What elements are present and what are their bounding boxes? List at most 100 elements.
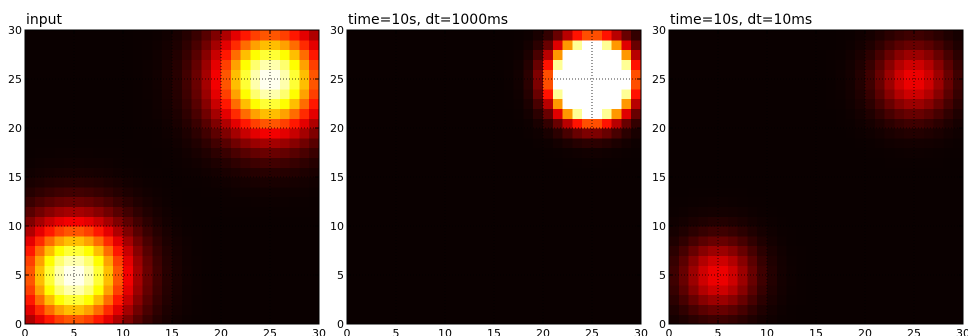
heatmap-cell bbox=[933, 177, 944, 188]
heatmap-cell bbox=[708, 304, 719, 315]
heatmap-cell bbox=[221, 49, 232, 60]
heatmap-cell bbox=[464, 128, 475, 139]
heatmap-cell bbox=[211, 30, 222, 41]
heatmap-cells bbox=[347, 30, 642, 325]
heatmap-cell bbox=[562, 118, 573, 129]
heatmap-cell bbox=[113, 69, 124, 80]
heatmap-cell bbox=[113, 88, 124, 100]
heatmap-cell bbox=[796, 137, 807, 149]
heatmap-cell bbox=[83, 128, 95, 139]
heatmap-cell bbox=[562, 59, 573, 70]
heatmap-cell bbox=[445, 196, 456, 207]
heatmap-cell bbox=[270, 265, 281, 276]
heatmap-cell bbox=[366, 226, 377, 237]
heatmap-cell bbox=[425, 137, 436, 149]
heatmap-cell bbox=[747, 79, 758, 90]
heatmap-cell bbox=[270, 118, 281, 129]
heatmap-cell bbox=[933, 265, 944, 276]
heatmap-cell bbox=[592, 216, 603, 227]
heatmap-cell bbox=[44, 157, 55, 168]
heatmap-cell bbox=[894, 216, 905, 227]
heatmap-cell bbox=[894, 59, 905, 70]
heatmap-cell bbox=[250, 284, 261, 296]
heatmap-cell bbox=[727, 128, 739, 139]
heatmap-cell bbox=[572, 265, 583, 276]
heatmap-cell bbox=[718, 314, 729, 325]
heatmap-cell bbox=[142, 216, 153, 227]
heatmap-cell bbox=[54, 128, 65, 139]
heatmap-cell bbox=[289, 294, 300, 305]
heatmap-cell bbox=[923, 255, 935, 266]
heatmap-cell bbox=[533, 314, 544, 325]
heatmap-cell bbox=[201, 294, 212, 305]
heatmap-cell bbox=[874, 177, 886, 188]
heatmap-cell bbox=[152, 284, 163, 296]
heatmap-cell bbox=[698, 167, 709, 178]
heatmap-cell bbox=[289, 128, 300, 139]
heatmap-cell bbox=[611, 98, 622, 109]
heatmap-cell bbox=[74, 177, 85, 188]
heatmap-cell bbox=[776, 167, 788, 178]
heatmap-cell bbox=[669, 137, 680, 149]
heatmap-cell bbox=[103, 98, 114, 109]
heatmap-cell bbox=[611, 88, 622, 100]
heatmap-cell bbox=[737, 245, 748, 256]
heatmap-cell bbox=[894, 79, 905, 90]
heatmap-cell bbox=[103, 88, 114, 100]
heatmap-cell bbox=[825, 245, 837, 256]
heatmap-cell bbox=[309, 265, 320, 276]
heatmap-cell bbox=[747, 177, 758, 188]
heatmap-cell bbox=[299, 196, 310, 207]
heatmap-cell bbox=[474, 39, 485, 51]
heatmap-cell bbox=[767, 284, 778, 296]
heatmap-cell bbox=[796, 88, 807, 100]
heatmap-cell bbox=[44, 128, 55, 139]
heatmap-cell bbox=[601, 216, 613, 227]
heatmap-cell bbox=[376, 294, 387, 305]
heatmap-cell bbox=[796, 245, 807, 256]
heatmap-cell bbox=[737, 177, 748, 188]
heatmap-cell bbox=[914, 186, 925, 198]
heatmap-cell bbox=[123, 157, 134, 168]
heatmap-cell bbox=[425, 314, 436, 325]
heatmap-cell bbox=[366, 265, 377, 276]
heatmap-cell bbox=[474, 226, 485, 237]
heatmap-cell bbox=[464, 88, 475, 100]
heatmap-cell bbox=[631, 49, 642, 60]
heatmap-cell bbox=[494, 265, 505, 276]
heatmap-cell bbox=[132, 304, 144, 315]
heatmap-cell bbox=[270, 108, 281, 119]
heatmap-cell bbox=[230, 314, 242, 325]
heatmap-cell bbox=[914, 255, 925, 266]
heatmap-cell bbox=[484, 49, 495, 60]
heatmap-cell bbox=[796, 147, 807, 158]
heatmap-cell bbox=[162, 275, 173, 286]
heatmap-cell bbox=[678, 245, 690, 256]
heatmap-cell bbox=[855, 284, 866, 296]
heatmap-cell bbox=[572, 79, 583, 90]
heatmap-cell bbox=[708, 79, 719, 90]
heatmap-cell bbox=[953, 137, 964, 149]
heatmap-cell bbox=[415, 49, 426, 60]
heatmap-cell bbox=[123, 255, 134, 266]
heatmap-cell bbox=[54, 157, 65, 168]
heatmap-cell bbox=[933, 49, 944, 60]
heatmap-cell bbox=[825, 137, 837, 149]
heatmap-cell bbox=[396, 59, 407, 70]
heatmap-cell bbox=[943, 177, 954, 188]
heatmap-cell bbox=[260, 167, 271, 178]
heatmap-cell bbox=[64, 196, 75, 207]
heatmap-cell bbox=[923, 88, 935, 100]
heatmap-cell bbox=[415, 284, 426, 296]
heatmap-cell bbox=[874, 304, 886, 315]
heatmap-cell bbox=[786, 88, 797, 100]
heatmap-cell bbox=[874, 137, 886, 149]
heatmap-cell bbox=[103, 167, 114, 178]
heatmap-cell bbox=[855, 49, 866, 60]
heatmap-cell bbox=[611, 265, 622, 276]
heatmap-cell bbox=[44, 69, 55, 80]
heatmap-cell bbox=[825, 206, 837, 217]
heatmap-cell bbox=[240, 108, 251, 119]
heatmap-cell bbox=[25, 216, 36, 227]
heatmap-cell bbox=[152, 98, 163, 109]
